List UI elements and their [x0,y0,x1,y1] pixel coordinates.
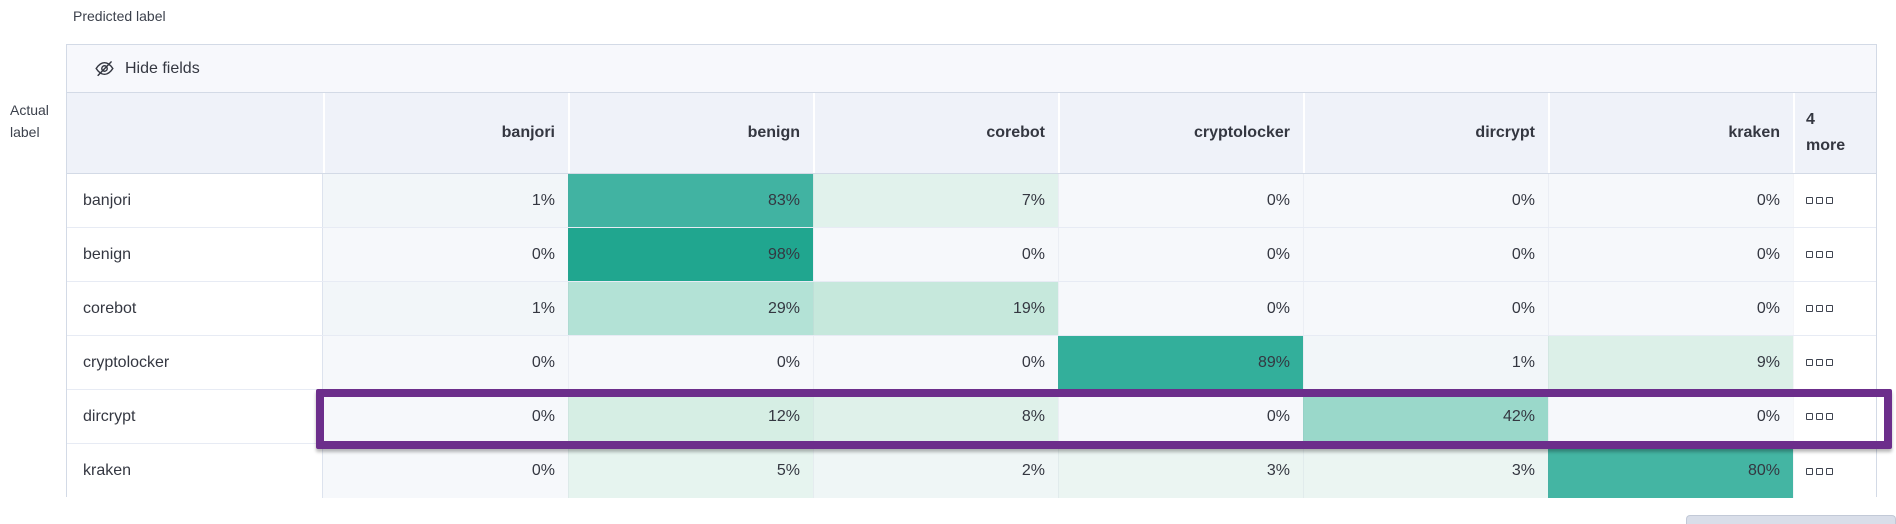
table-row-corebot: corebot 1% 29% 19% 0% 0% 0% [67,282,1876,336]
matrix-cell-cryptolocker-kraken[interactable]: 9% [1548,336,1793,389]
grid-header-row: banjori benign corebot cryptolocker dircrypt… [67,93,1876,174]
more-count: 4 [1806,111,1815,128]
predicted-axis-label: Predicted label [73,8,166,24]
column-header-corebot[interactable]: corebot [813,93,1058,173]
matrix-cell-kraken-banjori[interactable]: 0% [323,444,568,498]
table-row-banjori: banjori 1% 83% 7% 0% 0% 0% [67,174,1876,228]
matrix-cell-corebot-banjori[interactable]: 1% [323,282,568,335]
matrix-cell-corebot-kraken[interactable]: 0% [1548,282,1793,335]
confusion-matrix-grid: Hide fields banjori benign corebot cryptolo… [66,44,1892,498]
boxes-horizontal-icon [1806,413,1813,420]
matrix-cell-dircrypt-kraken[interactable]: 0% [1548,390,1793,443]
matrix-cell-cryptolocker-cryptolocker[interactable]: 89% [1058,336,1303,389]
boxes-horizontal-icon [1826,197,1833,204]
matrix-cell-dircrypt-benign[interactable]: 12% [568,390,813,443]
more-label: more [1806,137,1846,154]
matrix-cell-kraken-kraken[interactable]: 80% [1548,444,1793,498]
matrix-cell-banjori-benign[interactable]: 83% [568,174,813,227]
column-header-banjori[interactable]: banjori [323,93,568,173]
column-header-kraken[interactable]: kraken [1548,93,1793,173]
row-label-benign[interactable]: benign [67,228,323,281]
table-row-benign: benign 0% 98% 0% 0% 0% 0% [67,228,1876,282]
row-label-banjori[interactable]: banjori [67,174,323,227]
matrix-cell-corebot-cryptolocker[interactable]: 0% [1058,282,1303,335]
boxes-horizontal-icon [1826,467,1833,475]
more-columns-button[interactable] [1793,282,1876,335]
boxes-horizontal-icon [1816,305,1823,312]
boxes-horizontal-icon [1806,467,1813,475]
matrix-cell-benign-corebot[interactable]: 0% [813,228,1058,281]
matrix-cell-corebot-dircrypt[interactable]: 0% [1303,282,1548,335]
column-header-dircrypt[interactable]: dircrypt [1303,93,1548,173]
table-row-kraken: kraken 0% 5% 2% 3% 3% 80% [67,444,1876,498]
boxes-horizontal-icon [1816,197,1823,204]
matrix-cell-kraken-dircrypt[interactable]: 3% [1303,444,1548,498]
actual-axis-line1: Actual [10,102,49,118]
boxes-horizontal-icon [1806,197,1813,204]
matrix-cell-corebot-benign[interactable]: 29% [568,282,813,335]
more-columns-button[interactable] [1793,228,1876,281]
matrix-cell-banjori-cryptolocker[interactable]: 0% [1058,174,1303,227]
matrix-cell-dircrypt-dircrypt[interactable]: 42% [1303,390,1548,443]
matrix-cell-dircrypt-cryptolocker[interactable]: 0% [1058,390,1303,443]
matrix-cell-benign-dircrypt[interactable]: 0% [1303,228,1548,281]
row-label-kraken[interactable]: kraken [67,444,323,498]
more-columns-button[interactable] [1793,390,1876,443]
more-columns-button[interactable] [1793,444,1876,498]
matrix-cell-corebot-corebot[interactable]: 19% [813,282,1058,335]
matrix-cell-benign-benign[interactable]: 98% [568,228,813,281]
boxes-horizontal-icon [1806,251,1813,258]
matrix-cell-cryptolocker-dircrypt[interactable]: 1% [1303,336,1548,389]
matrix-cell-cryptolocker-banjori[interactable]: 0% [323,336,568,389]
grid-body: banjori 1% 83% 7% 0% 0% 0% benign 0% 98% 0% 0% 0% 0% c… [67,174,1876,498]
column-header-more[interactable]: 4 more [1793,93,1876,173]
matrix-cell-cryptolocker-benign[interactable]: 0% [568,336,813,389]
boxes-horizontal-icon [1826,359,1833,366]
header-corner-cell [67,93,323,173]
matrix-cell-kraken-corebot[interactable]: 2% [813,444,1058,498]
table-row-dircrypt: dircrypt 0% 12% 8% 0% 42% 0% [67,390,1876,444]
column-header-benign[interactable]: benign [568,93,813,173]
hide-fields-label: Hide fields [125,59,200,77]
matrix-cell-dircrypt-corebot[interactable]: 8% [813,390,1058,443]
boxes-horizontal-icon [1826,251,1833,258]
matrix-cell-benign-banjori[interactable]: 0% [323,228,568,281]
actual-axis-line2: label [10,124,40,140]
column-header-cryptolocker[interactable]: cryptolocker [1058,93,1303,173]
matrix-cell-banjori-dircrypt[interactable]: 0% [1303,174,1548,227]
boxes-horizontal-icon [1806,359,1813,366]
matrix-cell-cryptolocker-corebot[interactable]: 0% [813,336,1058,389]
row-label-dircrypt[interactable]: dircrypt [67,390,323,443]
matrix-cell-benign-cryptolocker[interactable]: 0% [1058,228,1303,281]
matrix-cell-kraken-benign[interactable]: 5% [568,444,813,498]
eye-slash-icon [95,59,114,78]
matrix-cell-banjori-corebot[interactable]: 7% [813,174,1058,227]
boxes-horizontal-icon [1826,413,1833,420]
matrix-cell-banjori-kraken[interactable]: 0% [1548,174,1793,227]
matrix-cell-banjori-banjori[interactable]: 1% [323,174,568,227]
matrix-cell-dircrypt-banjori[interactable]: 0% [323,390,568,443]
grid-toolbar: Hide fields [67,45,1876,93]
boxes-horizontal-icon [1826,305,1833,312]
boxes-horizontal-icon [1816,467,1823,475]
more-columns-button[interactable] [1793,336,1876,389]
boxes-horizontal-icon [1806,305,1813,312]
row-label-cryptolocker[interactable]: cryptolocker [67,336,323,389]
row-label-corebot[interactable]: corebot [67,282,323,335]
boxes-horizontal-icon [1816,413,1823,420]
horizontal-scrollbar-thumb[interactable] [1686,515,1896,524]
boxes-horizontal-icon [1816,359,1823,366]
table-row-cryptolocker: cryptolocker 0% 0% 0% 89% 1% 9% [67,336,1876,390]
boxes-horizontal-icon [1816,251,1823,258]
matrix-cell-kraken-cryptolocker[interactable]: 3% [1058,444,1303,498]
hide-fields-button[interactable]: Hide fields [95,59,200,78]
matrix-cell-benign-kraken[interactable]: 0% [1548,228,1793,281]
actual-axis-label: Actual label [10,99,49,143]
more-columns-button[interactable] [1793,174,1876,227]
